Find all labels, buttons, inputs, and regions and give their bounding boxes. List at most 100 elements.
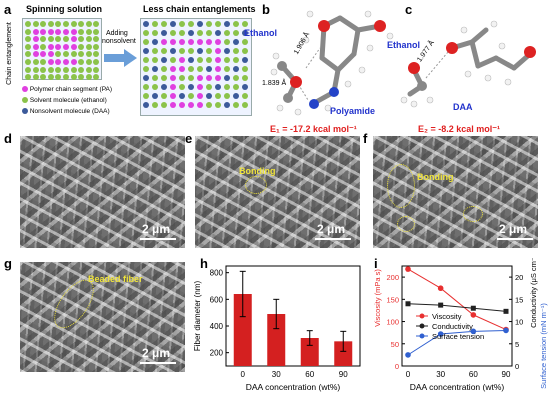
- label-daa: DAA: [453, 102, 473, 112]
- molecule-dot: [161, 57, 167, 63]
- molecule-dot: [78, 28, 85, 35]
- y-tick-label: 400: [210, 322, 224, 331]
- molecule-dot: [47, 59, 54, 65]
- molecule-dot: [152, 48, 158, 54]
- panel-a-title-left: Spinning solution: [26, 4, 102, 14]
- molecule-dot: [47, 36, 54, 43]
- molecule-dot: [206, 30, 212, 36]
- molecule-dot: [40, 36, 47, 43]
- legend-item-solvent: Solvent molecule (ethanol): [22, 95, 112, 106]
- molecule-dot: [63, 28, 69, 35]
- bonding-ellipse-e: [245, 176, 267, 194]
- data-point: [503, 327, 509, 334]
- molecule-dot: [242, 39, 248, 45]
- molecule-dot: [40, 66, 47, 73]
- data-point: [470, 305, 476, 311]
- molecule-dot: [224, 21, 230, 27]
- x-axis-title: DAA concentration (wt%): [410, 382, 505, 392]
- molecule-dot: [32, 74, 39, 81]
- molecule-dot: [70, 51, 77, 58]
- molecule-dot: [25, 74, 31, 81]
- molecule-dot: [188, 93, 194, 99]
- distance-b2: 1.839 Å: [262, 80, 287, 87]
- molecule-grid-after: [140, 18, 252, 116]
- molecule-dot: [78, 21, 85, 27]
- scale-text-d: 2 μm: [142, 222, 171, 236]
- molecule-dot: [161, 66, 167, 72]
- molecule-dot: [206, 75, 212, 81]
- molecule-dot: [242, 57, 248, 63]
- x-tick-label: 0: [241, 370, 246, 379]
- molecule-dot: [25, 36, 31, 43]
- data-point: [470, 328, 477, 335]
- scale-bar-d: [140, 238, 176, 240]
- molecule-dot: [93, 36, 100, 43]
- molecule-dot: [85, 66, 92, 73]
- molecule-dot: [170, 57, 176, 63]
- y-tick-label: 600: [210, 295, 224, 304]
- bar: [267, 314, 286, 366]
- molecule-dot: [143, 84, 149, 90]
- molecule-dot: [242, 75, 248, 81]
- sem-image-g: Beaded fiber 2 μm: [20, 262, 185, 372]
- molecule-dot: [47, 21, 54, 27]
- molecule-dot: [78, 66, 85, 73]
- panel-a-yaxis-label: Chain entanglement: [5, 22, 13, 85]
- molecule-dot: [152, 102, 158, 108]
- x-tick-label: 90: [339, 370, 348, 379]
- molecule-dot: [197, 39, 203, 45]
- molecule-dot: [32, 51, 39, 58]
- molecule-dot: [85, 43, 92, 50]
- molecule-dot: [179, 75, 185, 81]
- molecule-dot: [70, 28, 77, 35]
- molecule-dot: [206, 84, 212, 90]
- right-tick-label: 15: [515, 295, 523, 304]
- beaded-fiber-label: Beaded fiber: [88, 274, 143, 284]
- legend-item-nonsolvent: Nonsolvent molecule (DAA): [22, 106, 112, 117]
- molecule-dot: [233, 48, 239, 54]
- molecule-dot: [63, 36, 69, 43]
- molecule-dot: [40, 28, 47, 35]
- legend-marker: [419, 333, 425, 339]
- molecule-dot: [93, 28, 100, 35]
- molecule-dot: [206, 102, 212, 108]
- molecule-dot: [152, 75, 158, 81]
- molecule-dot: [93, 43, 100, 50]
- molecule-dot: [242, 93, 248, 99]
- molecule-dot: [242, 66, 248, 72]
- molecule-dot: [32, 28, 39, 35]
- molecule-dot: [85, 36, 92, 43]
- molecule-dot: [179, 102, 185, 108]
- arrow-label-2: nonsolvent: [102, 38, 136, 45]
- molecule-dot: [188, 57, 194, 63]
- molecule-dot: [215, 93, 221, 99]
- molecule-dot: [188, 39, 194, 45]
- series-line: [407, 329, 507, 356]
- molecule-dot: [233, 21, 239, 27]
- molecule-dot: [233, 57, 239, 63]
- panel-label-g: g: [4, 256, 12, 271]
- bonding-label-f: Bonding: [417, 172, 454, 182]
- molecule-dot: [161, 21, 167, 27]
- molecule-dot: [206, 21, 212, 27]
- molecule-dot: [55, 43, 62, 50]
- label-ethanol-b: Ethanol: [244, 28, 277, 38]
- molecule-dot: [55, 59, 62, 65]
- molecule-dot: [188, 75, 194, 81]
- molecule-dot: [233, 84, 239, 90]
- data-point: [438, 302, 444, 308]
- molecule-dot: [215, 39, 221, 45]
- molecule-dot: [143, 39, 149, 45]
- molecule-dot: [197, 21, 203, 27]
- legend-label: Conductivity: [432, 322, 473, 331]
- molecule-dot: [70, 36, 77, 43]
- bonding-ellipse-f2: [397, 216, 415, 232]
- molecule-dot: [170, 39, 176, 45]
- bonding-ellipse-f3: [463, 206, 483, 222]
- left-tick-label: 200: [386, 273, 399, 282]
- right-axis-title-bottom: Surface tension (mN m⁻¹): [539, 303, 548, 389]
- molecule-dot: [70, 74, 77, 81]
- molecule-dot: [78, 36, 85, 43]
- molecule-dot: [40, 21, 47, 27]
- molecule-dot: [25, 59, 31, 65]
